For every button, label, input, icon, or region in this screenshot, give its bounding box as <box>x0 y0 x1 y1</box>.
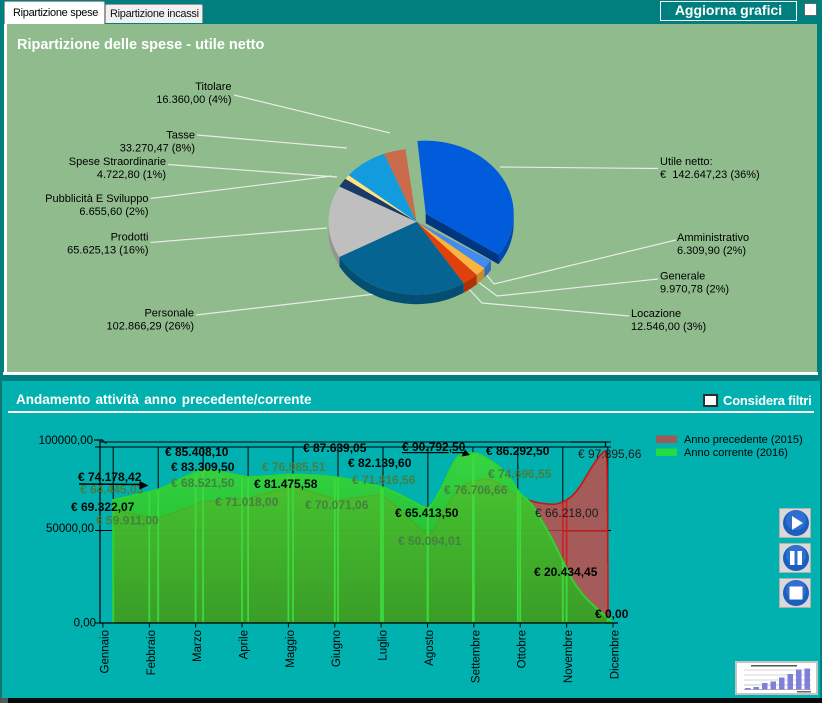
svg-text:€ 87.639,05: € 87.639,05 <box>303 441 367 455</box>
svg-text:Pubblicità E Sviluppo: Pubblicità E Sviluppo <box>45 193 148 205</box>
svg-text:4.722,80 (1%): 4.722,80 (1%) <box>97 169 166 181</box>
svg-text:€ 71.816,56: € 71.816,56 <box>352 473 416 487</box>
svg-text:€ 82.139,60: € 82.139,60 <box>348 456 412 470</box>
svg-text:102.866,29 (26%): 102.866,29 (26%) <box>107 321 194 333</box>
svg-text:16.360,00 (4%): 16.360,00 (4%) <box>156 94 231 106</box>
svg-text:€ 50.094,01: € 50.094,01 <box>398 534 462 548</box>
svg-text:50000,00: 50000,00 <box>46 523 94 535</box>
svg-text:€ 85.408,10: € 85.408,10 <box>165 445 229 459</box>
svg-text:Locazione: Locazione <box>631 308 681 320</box>
svg-text:€ 142.647,23 (36%): € 142.647,23 (36%) <box>660 169 760 181</box>
svg-text:Novembre: Novembre <box>563 630 575 683</box>
svg-text:Personale: Personale <box>144 308 194 320</box>
svg-text:€ 66.218,00: € 66.218,00 <box>535 506 599 520</box>
svg-text:Marzo: Marzo <box>192 630 204 662</box>
svg-text:Aprile: Aprile <box>239 630 251 659</box>
svg-text:€ 86.292,50: € 86.292,50 <box>486 444 550 458</box>
svg-text:6.655,60 (2%): 6.655,60 (2%) <box>79 206 148 218</box>
svg-text:€ 0,00: € 0,00 <box>595 607 629 621</box>
svg-text:€ 74.696,55: € 74.696,55 <box>488 467 552 481</box>
svg-text:Ottobre: Ottobre <box>517 630 529 668</box>
svg-text:Gennaio: Gennaio <box>99 630 111 673</box>
svg-text:€ 20.434,45: € 20.434,45 <box>534 565 598 579</box>
svg-text:65.625,13 (16%): 65.625,13 (16%) <box>67 245 148 257</box>
svg-text:Utile netto:: Utile netto: <box>660 156 713 168</box>
svg-text:Spese Straordinarie: Spese Straordinarie <box>69 156 166 168</box>
svg-text:Dicembre: Dicembre <box>610 630 622 679</box>
svg-text:€ 64.445,03: € 64.445,03 <box>80 483 144 497</box>
svg-text:€ 81.475,58: € 81.475,58 <box>254 477 318 491</box>
svg-text:Tasse: Tasse <box>166 130 195 142</box>
svg-text:€ 76.706,66: € 76.706,66 <box>444 483 508 497</box>
svg-text:€ 65.413,50: € 65.413,50 <box>395 506 459 520</box>
svg-text:Luglio: Luglio <box>378 630 390 661</box>
svg-text:Titolare: Titolare <box>195 81 231 93</box>
svg-text:Giugno: Giugno <box>331 630 343 667</box>
svg-text:€ 69.322,07: € 69.322,07 <box>71 500 135 514</box>
svg-text:Febbraio: Febbraio <box>146 630 158 675</box>
svg-text:9.970,78 (2%): 9.970,78 (2%) <box>660 284 729 296</box>
svg-text:Prodotti: Prodotti <box>111 232 149 244</box>
svg-text:Settembre: Settembre <box>470 630 482 683</box>
svg-text:€ 59.911,00: € 59.911,00 <box>96 514 159 528</box>
svg-text:100000,00: 100000,00 <box>39 435 93 447</box>
svg-text:6.309,90 (2%): 6.309,90 (2%) <box>677 245 746 257</box>
svg-text:€ 71.018,00: € 71.018,00 <box>215 495 279 509</box>
svg-text:0,00: 0,00 <box>74 618 96 630</box>
svg-text:€ 83.309,50: € 83.309,50 <box>171 460 235 474</box>
svg-text:€ 68.521,50: € 68.521,50 <box>171 476 235 490</box>
svg-text:€ 74.178,42: € 74.178,42 <box>78 470 142 484</box>
svg-text:€ 90.792,50: € 90.792,50 <box>402 440 466 454</box>
svg-text:€ 70.071,06: € 70.071,06 <box>305 498 369 512</box>
svg-text:Amministrativo: Amministrativo <box>677 232 749 244</box>
svg-text:€ 76.985,51: € 76.985,51 <box>262 460 326 474</box>
svg-text:33.270,47 (8%): 33.270,47 (8%) <box>120 143 195 155</box>
svg-text:Agosto: Agosto <box>424 630 436 666</box>
svg-text:Anno precedente (2015): Anno precedente (2015) <box>684 434 803 446</box>
svg-text:Anno corrente (2016): Anno corrente (2016) <box>684 447 788 459</box>
svg-text:Generale: Generale <box>660 271 705 283</box>
svg-text:Maggio: Maggio <box>285 630 297 668</box>
svg-text:€ 97.895,66: € 97.895,66 <box>578 447 642 461</box>
svg-text:12.546,00 (3%): 12.546,00 (3%) <box>631 321 706 333</box>
